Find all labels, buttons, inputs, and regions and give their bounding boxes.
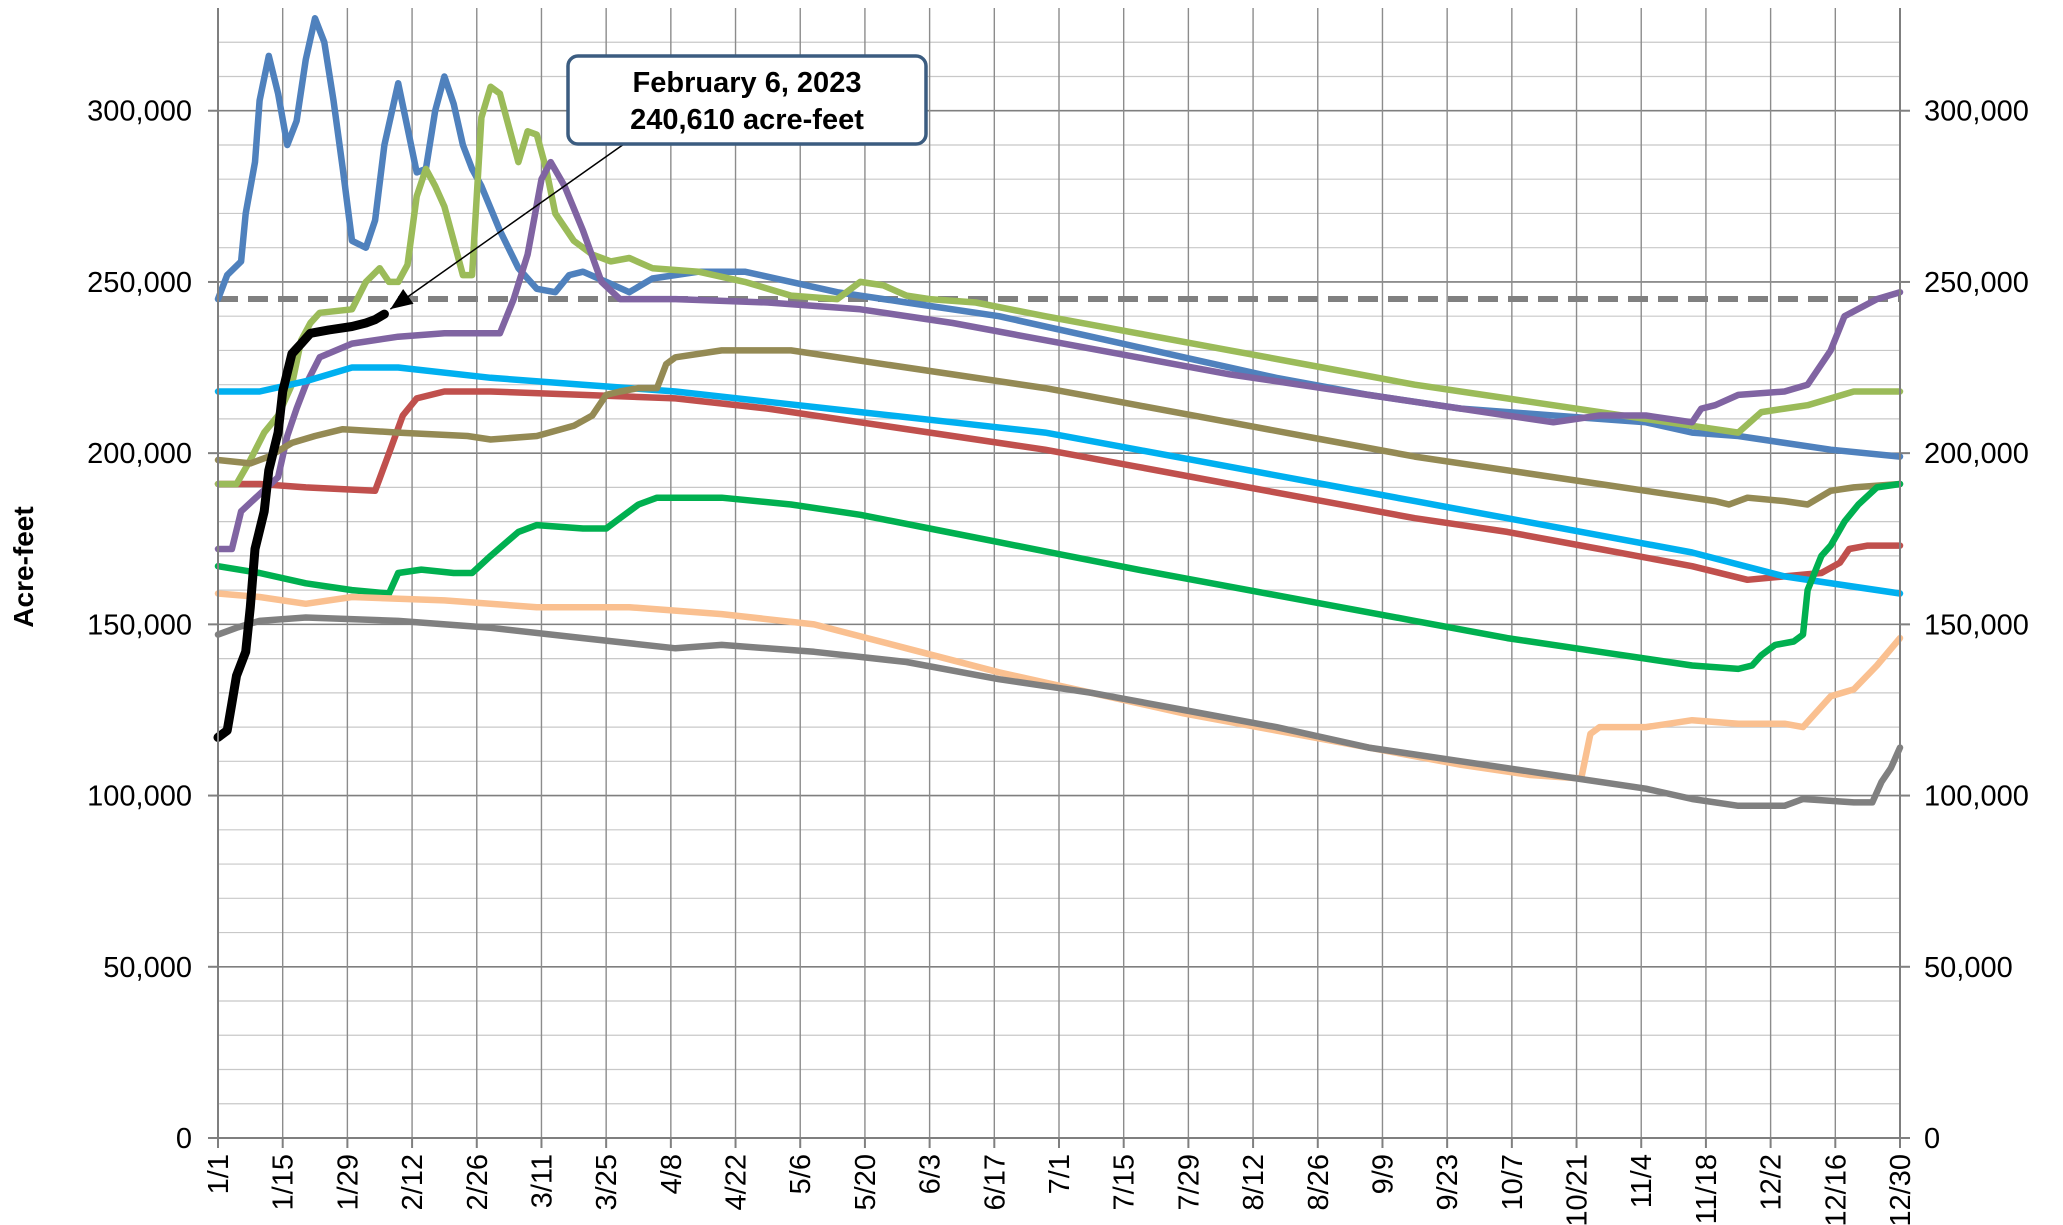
y-tick-label-left: 100,000	[87, 781, 192, 813]
x-tick-label: 1/15	[268, 1154, 300, 1210]
annotation-callout: February 6, 2023 240,610 acre-feet	[389, 54, 928, 310]
x-tick-label: 7/29	[1173, 1154, 1205, 1210]
y-tick-label-left: 0	[176, 1123, 192, 1155]
x-tick-label: 12/16	[1820, 1154, 1852, 1225]
y-tick-label-left: 250,000	[87, 267, 192, 299]
annotation-arrowhead	[390, 289, 414, 310]
series-line-3	[214, 83, 1904, 488]
x-tick-label: 5/20	[850, 1154, 882, 1210]
series-line-9	[214, 614, 1904, 810]
x-tick-label: 3/11	[527, 1154, 559, 1208]
x-tick-label: 1/29	[332, 1154, 364, 1210]
y-axis-title: Acre-feet	[8, 506, 39, 627]
y-tick-label-right: 300,000	[1924, 96, 2029, 128]
tick-labels: 0 0 50,000 50,000 100,000 100,000 150,000 150,0…	[87, 96, 2029, 1225]
annotation-arrow	[389, 143, 625, 310]
y-tick-label-left: 50,000	[103, 952, 192, 984]
x-tick-label: 5/6	[785, 1154, 817, 1194]
x-tick-label: 7/1	[1044, 1154, 1076, 1194]
y-tick-label-right: 100,000	[1924, 781, 2029, 813]
axes	[208, 8, 1910, 1148]
series-line-4	[214, 158, 1904, 553]
x-tick-label: 4/22	[721, 1154, 753, 1210]
x-tick-label: 9/9	[1368, 1154, 1400, 1194]
series-line-10	[213, 309, 389, 742]
y-tick-label-right: 50,000	[1924, 952, 2013, 984]
y-tick-label-right: 0	[1924, 1123, 1940, 1155]
x-tick-label: 6/17	[979, 1154, 1011, 1210]
x-tick-label: 4/8	[656, 1154, 688, 1194]
y-tick-label-right: 250,000	[1924, 267, 2029, 299]
series-line-8	[214, 590, 1904, 782]
x-tick-label: 7/15	[1109, 1154, 1141, 1210]
x-tick-label: 9/23	[1432, 1154, 1464, 1210]
x-tick-label: 2/12	[397, 1154, 429, 1210]
x-tick-label: 3/25	[591, 1154, 623, 1210]
x-tick-label: 1/1	[203, 1154, 235, 1194]
y-tick-label-left: 200,000	[87, 438, 192, 470]
annotation-value: 240,610 acre-feet	[630, 104, 864, 136]
series-group	[213, 15, 1904, 810]
series-line-6	[214, 347, 1904, 508]
x-tick-label: 10/21	[1562, 1154, 1594, 1225]
x-tick-label: 8/12	[1238, 1154, 1270, 1210]
x-tick-label: 12/30	[1885, 1154, 1917, 1225]
x-tick-label: 11/4	[1626, 1154, 1658, 1208]
y-tick-label-right: 150,000	[1924, 609, 2029, 641]
y-tick-label-left: 150,000	[87, 609, 192, 641]
x-tick-label: 10/7	[1497, 1154, 1529, 1210]
x-tick-label: 2/26	[462, 1154, 494, 1210]
annotation-box	[566, 54, 928, 146]
x-tick-label: 12/2	[1756, 1154, 1788, 1210]
x-tick-label: 8/26	[1303, 1154, 1335, 1210]
x-tick-label: 11/18	[1691, 1154, 1723, 1224]
y-tick-label-right: 200,000	[1924, 438, 2029, 470]
x-tick-label: 6/3	[915, 1154, 947, 1194]
annotation-date: February 6, 2023	[633, 67, 862, 99]
series-line-5	[214, 364, 1904, 597]
y-tick-label-left: 300,000	[87, 96, 192, 128]
series-line-7	[214, 480, 1904, 673]
